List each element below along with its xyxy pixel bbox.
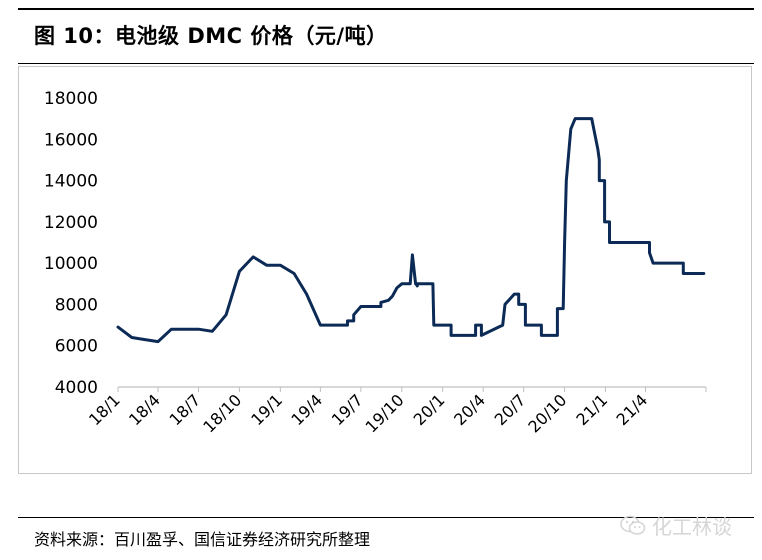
y-tick-label: 18000 (44, 89, 98, 109)
x-tick-label: 18/4 (125, 390, 164, 429)
y-tick-label: 8000 (55, 295, 98, 315)
y-tick-label: 16000 (44, 130, 98, 150)
bottom-rule (18, 517, 754, 518)
watermark-text: 化工林谈 (652, 515, 732, 539)
x-tick-label: 19/1 (247, 390, 286, 429)
x-tick-label: 21/1 (572, 390, 611, 429)
x-tick-label: 20/1 (410, 390, 449, 429)
y-tick-label: 4000 (55, 378, 98, 398)
x-tick-label: 20/10 (524, 390, 570, 436)
y-axis-labels: 4000 6000 8000 10000 12000 14000 16000 18000 (44, 89, 98, 398)
series-layer (116, 117, 706, 344)
y-tick-label: 10000 (44, 254, 98, 274)
x-tick-label: 21/4 (612, 390, 651, 429)
x-tick-label: 18/10 (199, 390, 245, 436)
x-tick-label: 19/10 (362, 390, 408, 436)
title-rule (18, 63, 754, 64)
y-tick-label: 14000 (44, 172, 98, 192)
x-axis: 18/1 18/4 18/718/10 19/1 19/4 19/719/10 20/1 20… (85, 386, 707, 436)
top-rule (18, 8, 754, 10)
source-note: 资料来源：百川盈孚、国信证券经济研究所整理 (34, 530, 371, 549)
y-tick-label: 12000 (44, 213, 98, 233)
price-series-line (116, 117, 706, 344)
y-tick-label: 6000 (55, 337, 98, 357)
x-tick-label: 19/4 (287, 390, 326, 429)
watermark: 化工林谈 (620, 511, 732, 540)
x-tick-label: 20/4 (450, 390, 489, 429)
wechat-icon (620, 515, 646, 535)
chart-title: 图 10：电池级 DMC 价格（元/吨） (34, 24, 388, 48)
price-chart: 4000 6000 8000 10000 12000 14000 16000 18000 18… (44, 89, 707, 436)
chart-frame (18, 66, 752, 474)
